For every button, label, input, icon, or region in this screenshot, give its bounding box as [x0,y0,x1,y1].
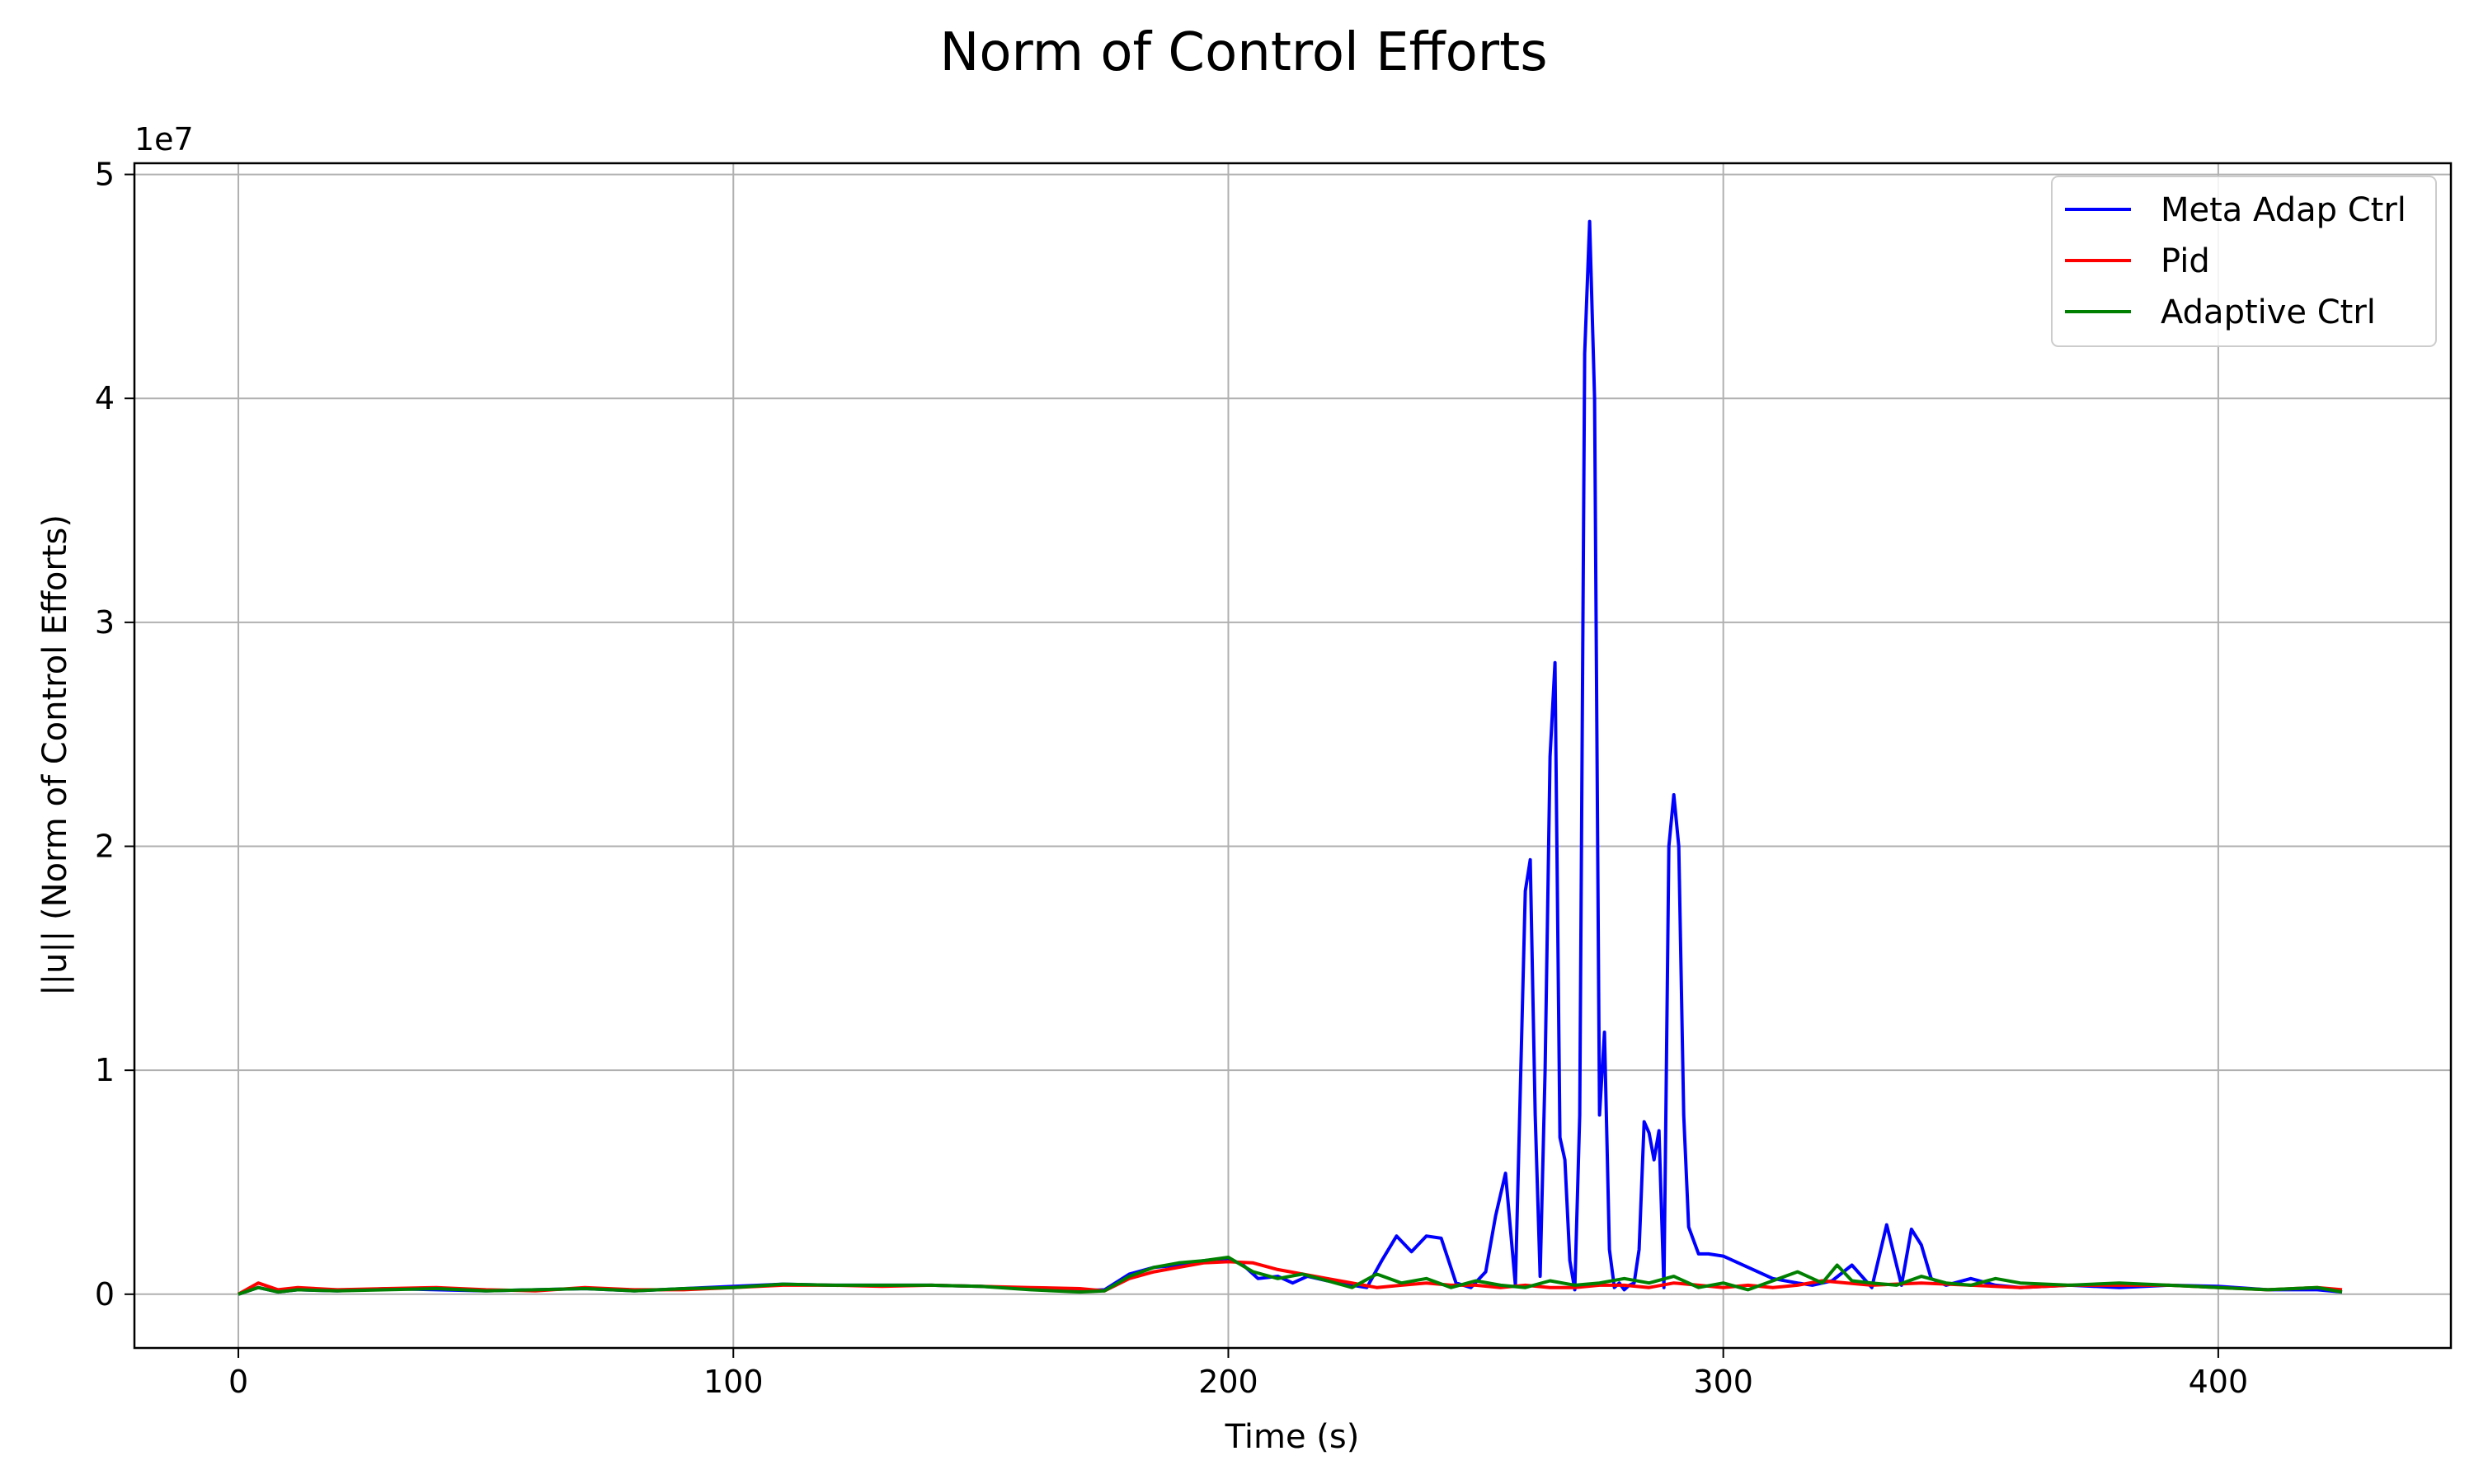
y-offset-label: 1e7 [134,121,194,157]
legend-label: Adaptive Ctrl [2161,294,2376,331]
series-line [238,1256,2343,1296]
plot-frame [133,162,2453,1350]
y-tick-label: 2 [95,829,115,865]
x-tick-label: 300 [1693,1364,1753,1400]
x-tick-label: 200 [1198,1364,1258,1400]
y-tick-label: 5 [95,157,115,193]
x-axis-label: Time (s) [1225,1418,1360,1456]
x-tick-label: 100 [703,1364,764,1400]
grid [134,163,2451,1348]
y-tick-label: 1 [95,1052,115,1088]
legend-box [2051,176,2437,347]
y-tick-label: 4 [95,380,115,416]
legend: Meta Adap Ctrl Pid Adaptive Ctrl [2051,176,2437,347]
chart-title: Norm of Control Efforts [939,22,1547,83]
legend-label: Pid [2161,242,2210,280]
x-tick-label: 0 [228,1364,248,1400]
legend-label: Meta Adap Ctrl [2161,191,2406,229]
y-axis-label: ||u|| (Norm of Control Efforts) [36,514,74,996]
y-tick-label: 3 [95,604,115,641]
y-tick-label: 0 [95,1276,115,1313]
series-line [238,219,2343,1296]
x-tick-label: 400 [2189,1364,2249,1400]
axis-ticks: 0 100 200 300 400 0 1 2 3 4 5 [95,157,2248,1400]
series-lines [238,219,2343,1296]
